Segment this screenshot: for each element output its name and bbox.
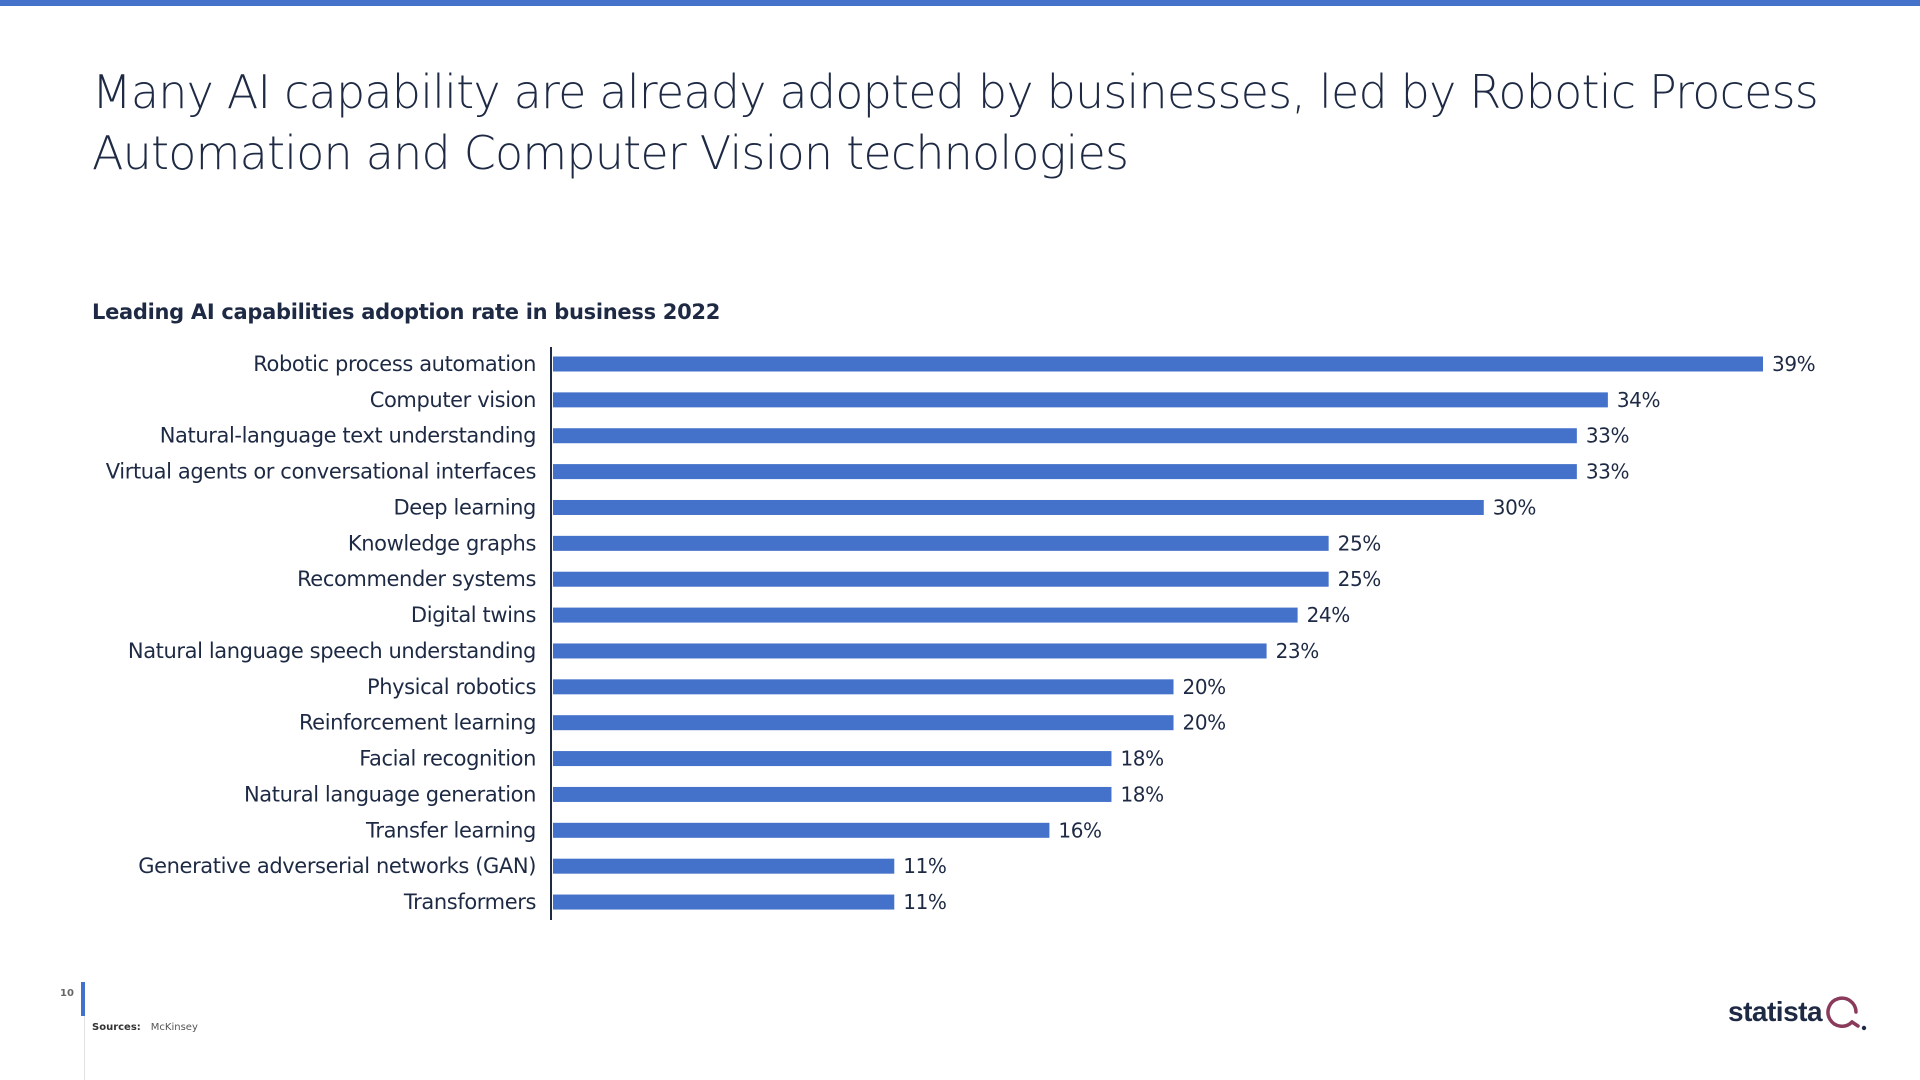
category-label: Robotic process automation xyxy=(253,352,536,376)
category-label: Physical robotics xyxy=(367,675,536,699)
data-label: 25% xyxy=(1338,531,1381,555)
sources: Sources: McKinsey xyxy=(92,1022,198,1033)
category-label: Virtual agents or conversational interfa… xyxy=(106,460,536,484)
data-label: 33% xyxy=(1586,424,1629,448)
category-label: Reinforcement learning xyxy=(299,711,536,735)
page-indicator-bar xyxy=(81,982,85,1016)
page-title: Many AI capability are already adopted b… xyxy=(92,65,1819,180)
category-label: Natural language speech understanding xyxy=(128,639,536,663)
top-accent-bar xyxy=(0,0,1920,6)
bar xyxy=(553,392,1608,408)
page-number: 10 xyxy=(60,988,74,999)
data-label: 11% xyxy=(903,854,946,878)
bar xyxy=(553,464,1577,480)
data-label: 25% xyxy=(1338,567,1381,591)
data-label: 20% xyxy=(1183,675,1226,699)
category-label: Natural language generation xyxy=(244,782,536,806)
bar xyxy=(553,679,1174,695)
bar xyxy=(553,822,1050,838)
sources-label: Sources: xyxy=(92,1022,141,1033)
category-label: Deep learning xyxy=(394,495,537,519)
data-label: 30% xyxy=(1493,495,1536,519)
sources-value: McKinsey xyxy=(150,1022,198,1033)
bar xyxy=(553,786,1112,802)
bar xyxy=(553,643,1267,659)
bar xyxy=(553,428,1577,444)
magnifier-icon xyxy=(1826,996,1867,1031)
bar xyxy=(553,894,895,910)
category-label: Recommender systems xyxy=(297,567,536,591)
bar xyxy=(553,858,895,874)
bar xyxy=(553,499,1484,515)
category-label: Digital twins xyxy=(411,603,536,627)
data-label: 34% xyxy=(1617,388,1660,412)
data-label: 16% xyxy=(1058,818,1101,842)
category-label: Transformers xyxy=(403,890,536,914)
data-label: 24% xyxy=(1307,603,1350,627)
data-label: 18% xyxy=(1120,782,1163,806)
data-label: 11% xyxy=(903,890,946,914)
data-label: 20% xyxy=(1183,711,1226,735)
bar xyxy=(553,535,1329,551)
category-label: Generative adverserial networks (GAN) xyxy=(138,854,536,878)
data-label: 18% xyxy=(1120,747,1163,771)
category-label: Natural-language text understanding xyxy=(160,424,536,448)
data-label: 23% xyxy=(1276,639,1319,663)
data-label: 33% xyxy=(1586,460,1629,484)
bar xyxy=(553,751,1112,767)
category-label: Facial recognition xyxy=(359,747,536,771)
bar xyxy=(553,571,1329,587)
footer-divider xyxy=(84,1016,85,1080)
data-label: 39% xyxy=(1772,352,1815,376)
logo-text: statista xyxy=(1728,996,1823,1027)
category-label: Computer vision xyxy=(370,388,536,412)
statista-logo: statista xyxy=(1728,990,1874,1034)
bar xyxy=(553,356,1763,372)
category-label: Knowledge graphs xyxy=(348,531,536,555)
bar xyxy=(553,607,1298,623)
category-label: Transfer learning xyxy=(365,818,536,842)
chart-title: Leading AI capabilities adoption rate in… xyxy=(92,300,721,324)
bar xyxy=(553,715,1174,731)
